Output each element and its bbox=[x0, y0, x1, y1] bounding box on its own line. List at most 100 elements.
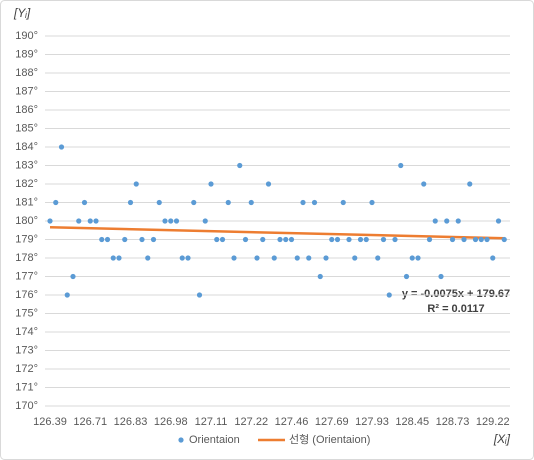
point bbox=[242, 236, 249, 243]
x-tick-label: 127.69 bbox=[315, 416, 349, 428]
point bbox=[467, 181, 473, 187]
x-tick-label: 128.45 bbox=[395, 416, 429, 428]
point bbox=[288, 236, 295, 243]
x-tick-label: 127.11 bbox=[195, 416, 228, 428]
y-tick-label: 187° bbox=[15, 85, 38, 97]
y-tick-label: 172° bbox=[15, 363, 38, 375]
x-tick-label: 126.71 bbox=[73, 416, 107, 428]
point bbox=[145, 255, 151, 261]
point bbox=[495, 218, 502, 224]
y-tick-label: 180° bbox=[15, 215, 38, 227]
y-tick-label: 174° bbox=[15, 326, 38, 338]
point bbox=[139, 236, 145, 243]
point bbox=[53, 199, 59, 206]
x-tick-label: 126.83 bbox=[114, 416, 148, 428]
r-squared: R² = 0.0117 bbox=[427, 303, 484, 315]
point bbox=[173, 218, 180, 224]
point bbox=[265, 181, 272, 187]
legend-marker bbox=[178, 437, 184, 443]
point bbox=[254, 255, 260, 261]
y-tick-label: 177° bbox=[15, 270, 38, 282]
point bbox=[409, 255, 415, 261]
point bbox=[260, 236, 266, 243]
x-axis-label: [Xᵢ] bbox=[493, 432, 511, 446]
x-tick-label: 127.93 bbox=[355, 416, 389, 428]
y-tick-label: 170° bbox=[15, 400, 38, 412]
point bbox=[369, 199, 375, 206]
x-tick-label: 127.46 bbox=[275, 416, 309, 428]
point bbox=[277, 236, 283, 243]
trend-equation: y = -0.0075x + 179.67 bbox=[402, 288, 510, 300]
y-tick-label: 178° bbox=[15, 252, 38, 264]
point bbox=[438, 273, 444, 280]
point bbox=[478, 236, 484, 243]
point bbox=[426, 236, 433, 243]
point bbox=[214, 236, 220, 243]
x-tick-label: 126.39 bbox=[33, 416, 67, 428]
point bbox=[501, 236, 507, 243]
point bbox=[70, 273, 76, 280]
point bbox=[449, 236, 456, 243]
x-tick-label: 127.22 bbox=[234, 416, 268, 428]
point bbox=[375, 255, 381, 261]
point bbox=[231, 255, 237, 261]
point bbox=[455, 218, 461, 224]
x-tick-label: 128.73 bbox=[436, 416, 470, 428]
point bbox=[346, 236, 352, 243]
point bbox=[225, 199, 231, 206]
point bbox=[104, 236, 111, 243]
point bbox=[99, 236, 105, 243]
point bbox=[484, 236, 490, 243]
point bbox=[76, 218, 82, 224]
point bbox=[444, 218, 450, 224]
point bbox=[334, 236, 341, 243]
point bbox=[329, 236, 335, 243]
point bbox=[156, 199, 162, 206]
point bbox=[357, 236, 364, 243]
point bbox=[162, 218, 168, 224]
y-tick-label: 186° bbox=[15, 104, 38, 116]
y-tick-label: 176° bbox=[15, 289, 38, 301]
point bbox=[380, 236, 387, 243]
point bbox=[363, 236, 369, 243]
point bbox=[311, 199, 318, 206]
y-axis-label: [Yᵢ] bbox=[13, 6, 31, 20]
point bbox=[317, 273, 323, 280]
point bbox=[64, 292, 70, 298]
point bbox=[490, 255, 496, 261]
point bbox=[415, 255, 421, 261]
point bbox=[122, 236, 128, 243]
point bbox=[237, 162, 243, 169]
point bbox=[87, 218, 93, 224]
y-tick-label: 179° bbox=[15, 233, 38, 245]
y-tick-label: 175° bbox=[15, 307, 38, 319]
point bbox=[81, 199, 88, 206]
y-tick-label: 173° bbox=[15, 344, 38, 356]
point bbox=[133, 181, 139, 187]
point bbox=[196, 292, 203, 298]
y-tick-label: 189° bbox=[15, 48, 38, 60]
point bbox=[461, 236, 467, 243]
point bbox=[58, 144, 65, 150]
x-tick-label: 129.22 bbox=[476, 416, 510, 428]
point bbox=[93, 218, 99, 224]
point bbox=[403, 273, 410, 280]
point bbox=[386, 292, 392, 298]
point bbox=[168, 218, 174, 224]
point bbox=[340, 199, 346, 206]
y-tick-label: 182° bbox=[15, 178, 38, 190]
point bbox=[323, 255, 329, 261]
y-tick-label: 184° bbox=[15, 141, 38, 153]
legend-label: Orientaion bbox=[189, 434, 240, 446]
point bbox=[219, 236, 226, 243]
legend-label: 선형 (Orientaion) bbox=[289, 433, 370, 446]
point bbox=[352, 255, 358, 261]
point bbox=[191, 199, 197, 206]
trendline bbox=[49, 226, 505, 240]
point bbox=[398, 162, 404, 169]
point bbox=[116, 255, 122, 261]
y-tick-label: 188° bbox=[15, 67, 38, 79]
point bbox=[248, 199, 254, 206]
